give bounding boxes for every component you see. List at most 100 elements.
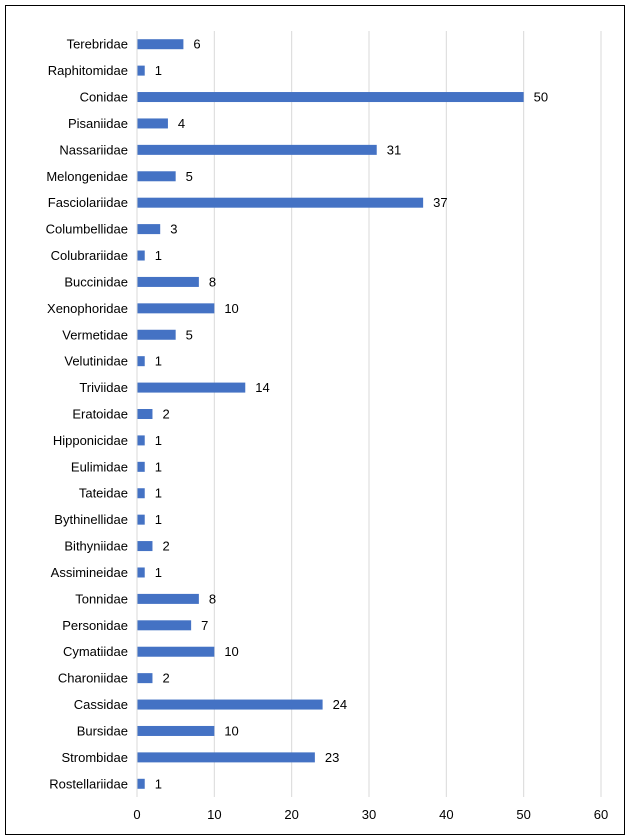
x-tick-label: 60 bbox=[594, 807, 608, 822]
x-axis-ticks: 0 10 20 30 40 50 60 bbox=[133, 807, 608, 822]
bar bbox=[137, 567, 145, 578]
data-label: 4 bbox=[178, 116, 185, 131]
data-label: 5 bbox=[186, 169, 193, 184]
data-label: 24 bbox=[333, 697, 347, 712]
category-label: Columbellidae bbox=[46, 222, 128, 237]
bar bbox=[137, 224, 161, 235]
category-label: Bythinellidae bbox=[54, 512, 128, 527]
category-label: Cymatiidae bbox=[63, 644, 128, 659]
data-label: 2 bbox=[162, 407, 169, 422]
data-label: 3 bbox=[170, 222, 177, 237]
bar bbox=[137, 276, 199, 287]
category-label: Bursidae bbox=[77, 723, 128, 738]
category-label: Colubrariidae bbox=[51, 248, 128, 263]
bar bbox=[137, 514, 145, 525]
bar bbox=[137, 435, 145, 446]
category-label: Hipponicidae bbox=[53, 433, 128, 448]
category-label: Rostellariidae bbox=[49, 776, 128, 791]
x-tick-label: 40 bbox=[439, 807, 453, 822]
data-label: 1 bbox=[155, 776, 162, 791]
bar bbox=[137, 382, 246, 393]
category-label: Pisaniidae bbox=[68, 116, 128, 131]
category-label: Xenophoridae bbox=[47, 301, 128, 316]
bar-chart: Terebridae Raphitomidae Conidae Pisaniidae N… bbox=[46, 31, 608, 822]
x-tick-label: 30 bbox=[362, 807, 376, 822]
x-tick-label: 10 bbox=[207, 807, 221, 822]
bar bbox=[137, 171, 176, 182]
category-label: Nassariidae bbox=[59, 142, 128, 157]
data-label: 31 bbox=[387, 142, 401, 157]
category-label: Terebridae bbox=[67, 37, 128, 52]
data-label: 23 bbox=[325, 750, 339, 765]
data-label: 1 bbox=[155, 565, 162, 580]
bar bbox=[137, 673, 153, 684]
bar bbox=[137, 197, 424, 208]
data-label: 10 bbox=[224, 644, 238, 659]
data-label: 1 bbox=[155, 486, 162, 501]
category-label: Strombidae bbox=[62, 750, 128, 765]
data-label: 2 bbox=[162, 539, 169, 554]
category-label: Tonnidae bbox=[75, 591, 128, 606]
gridlines bbox=[213, 31, 602, 797]
data-label: 1 bbox=[155, 433, 162, 448]
data-label: 8 bbox=[209, 591, 216, 606]
bar bbox=[137, 699, 323, 710]
bars bbox=[137, 39, 524, 789]
category-label: Cassidae bbox=[74, 697, 128, 712]
category-label: Eratoidae bbox=[72, 407, 128, 422]
bar bbox=[137, 620, 192, 631]
data-label: 2 bbox=[162, 671, 169, 686]
bar bbox=[137, 329, 176, 340]
bar bbox=[137, 461, 145, 472]
bar bbox=[137, 488, 145, 499]
bar bbox=[137, 92, 524, 103]
category-label: Tateidae bbox=[79, 486, 128, 501]
category-label: Bithyniidae bbox=[64, 539, 128, 554]
data-label: 1 bbox=[155, 512, 162, 527]
bar bbox=[137, 593, 199, 604]
data-label: 1 bbox=[155, 354, 162, 369]
bar bbox=[137, 541, 153, 552]
bar bbox=[137, 303, 215, 314]
x-tick-label: 50 bbox=[516, 807, 530, 822]
chart-frame: Terebridae Raphitomidae Conidae Pisaniidae N… bbox=[5, 5, 625, 835]
category-label: Vermetidae bbox=[62, 327, 128, 342]
category-label: Velutinidae bbox=[64, 354, 128, 369]
bar bbox=[137, 725, 215, 736]
bar bbox=[137, 356, 145, 367]
bar bbox=[137, 646, 215, 657]
x-tick-label: 20 bbox=[284, 807, 298, 822]
data-label: 50 bbox=[534, 90, 548, 105]
data-label: 1 bbox=[155, 63, 162, 78]
category-label: Fasciolariidae bbox=[48, 195, 128, 210]
data-label: 10 bbox=[224, 301, 238, 316]
data-label: 5 bbox=[186, 327, 193, 342]
category-label: Assimineidae bbox=[51, 565, 128, 580]
category-label: Conidae bbox=[80, 90, 128, 105]
bar bbox=[137, 118, 168, 129]
data-label: 10 bbox=[224, 723, 238, 738]
category-label: Charoniidae bbox=[58, 671, 128, 686]
bar bbox=[137, 752, 315, 763]
x-tick-label: 0 bbox=[133, 807, 140, 822]
bar bbox=[137, 250, 145, 261]
data-label: 7 bbox=[201, 618, 208, 633]
category-label: Raphitomidae bbox=[48, 63, 128, 78]
data-label: 1 bbox=[155, 459, 162, 474]
data-label: 14 bbox=[255, 380, 269, 395]
bar bbox=[137, 65, 145, 76]
category-label: Melongenidae bbox=[46, 169, 128, 184]
category-label: Eulimidae bbox=[71, 459, 128, 474]
bar bbox=[137, 778, 145, 789]
bar bbox=[137, 39, 184, 50]
data-label: 37 bbox=[433, 195, 447, 210]
bar bbox=[137, 144, 377, 155]
bar bbox=[137, 409, 153, 419]
category-label: Buccinidae bbox=[64, 274, 128, 289]
data-label: 6 bbox=[193, 37, 200, 52]
data-label: 1 bbox=[155, 248, 162, 263]
category-label: Personidae bbox=[62, 618, 128, 633]
category-label: Triviidae bbox=[79, 380, 128, 395]
data-label: 8 bbox=[209, 274, 216, 289]
